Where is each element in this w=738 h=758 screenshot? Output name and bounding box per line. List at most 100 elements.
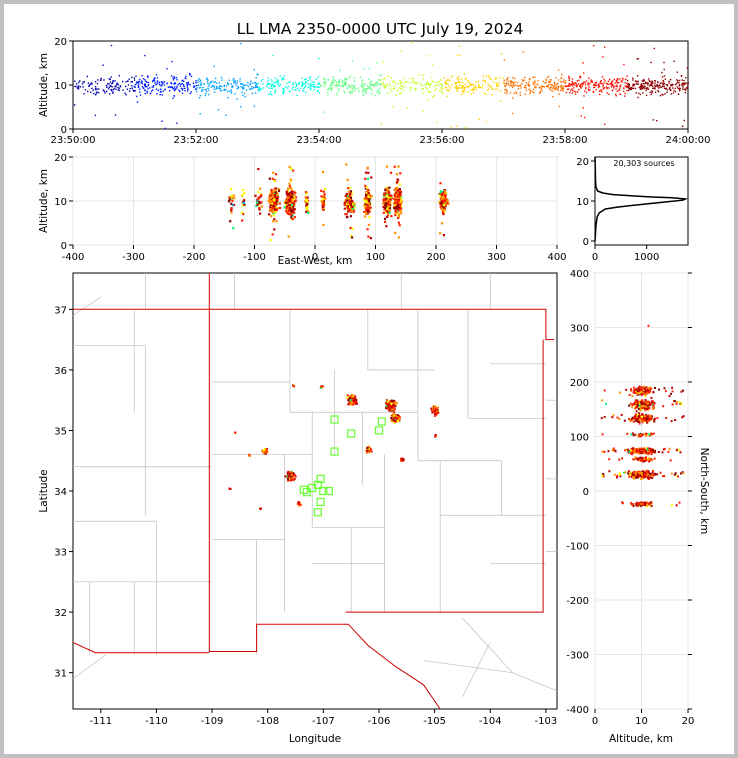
altitude-time-point	[615, 95, 617, 97]
altitude-time-point	[253, 105, 256, 107]
altitude-time-point	[587, 82, 589, 84]
plan-view-point	[396, 416, 399, 419]
altitude-time-point	[149, 87, 151, 89]
altitude-time-point	[558, 93, 560, 95]
altitude-eastwest-point	[393, 207, 396, 210]
plan-view-point	[264, 452, 267, 455]
altitude-eastwest-point	[343, 204, 346, 207]
altitude-time-point	[363, 84, 365, 86]
altitude-time-point	[599, 82, 602, 84]
altitude-time-point	[578, 88, 580, 91]
altitude-eastwest-point	[383, 217, 387, 220]
altitude-eastwest-point	[382, 198, 385, 201]
altitude-time-point	[172, 97, 174, 99]
altitude-time-point	[324, 82, 326, 84]
altitude-time-point	[131, 85, 133, 87]
altitude-time-point	[427, 83, 430, 85]
altitude-time-point	[502, 82, 505, 84]
altitude-eastwest-point	[349, 196, 352, 199]
altitude-eastwest-point	[276, 199, 279, 202]
altitude-time-point	[178, 89, 180, 91]
altitude-time-point	[351, 60, 354, 62]
altitude-eastwest-point	[291, 192, 294, 195]
altitude-time-point	[112, 81, 114, 83]
altitude-time-point	[375, 81, 377, 84]
altitude-time-ylabel: Altitude, km	[38, 53, 50, 117]
altitude-time-point	[537, 79, 539, 82]
plan-view-point	[396, 414, 399, 417]
altitude-time-point	[533, 76, 536, 78]
altitude-time-point	[610, 85, 613, 88]
northsouth-altitude-point	[632, 447, 635, 450]
altitude-time-point	[455, 84, 457, 86]
northsouth-altitude-point	[638, 402, 641, 405]
altitude-time-point	[152, 84, 155, 87]
altitude-eastwest-point	[231, 196, 234, 199]
altitude-eastwest-xtick-label: 300	[487, 252, 506, 263]
altitude-time-point	[258, 86, 261, 89]
altitude-time-point	[670, 93, 672, 95]
altitude-time-point	[155, 74, 158, 76]
northsouth-altitude-point	[657, 451, 660, 453]
northsouth-altitude-point	[656, 473, 659, 476]
altitude-time-point	[251, 92, 254, 95]
altitude-time-point	[389, 85, 391, 87]
northsouth-altitude-point	[652, 406, 655, 409]
altitude-time-point	[138, 86, 140, 88]
altitude-time-point	[227, 83, 229, 85]
altitude-time-point	[213, 85, 215, 87]
altitude-time-point	[605, 86, 608, 88]
plan-view-point	[352, 399, 355, 402]
altitude-time-point	[309, 85, 311, 87]
altitude-time-point	[550, 86, 552, 88]
altitude-time-point	[542, 86, 544, 88]
northsouth-altitude-point	[645, 459, 647, 462]
altitude-time-point	[94, 88, 97, 90]
altitude-time-point	[268, 83, 271, 85]
altitude-time-point	[601, 91, 603, 93]
altitude-time-point	[624, 85, 627, 88]
northsouth-altitude-point	[650, 453, 653, 456]
northsouth-altitude-point	[623, 471, 625, 474]
altitude-time-point	[572, 82, 575, 85]
altitude-eastwest-point	[439, 182, 442, 185]
plan-view-point	[290, 473, 293, 476]
altitude-time-point	[585, 91, 588, 94]
altitude-time-point	[82, 81, 84, 83]
altitude-time-point	[245, 89, 248, 91]
altitude-time-point	[463, 73, 465, 75]
altitude-time-xtick-label: 23:58:00	[543, 135, 588, 146]
altitude-eastwest-point	[230, 209, 233, 212]
altitude-eastwest-point	[230, 211, 233, 214]
altitude-time-point	[283, 75, 285, 77]
altitude-time-point	[630, 87, 633, 89]
altitude-time-point	[348, 85, 350, 87]
altitude-time-point	[268, 93, 270, 96]
altitude-time-point	[619, 93, 621, 95]
northsouth-altitude-point	[675, 449, 678, 452]
altitude-eastwest-point	[285, 204, 288, 207]
altitude-time-point	[562, 87, 565, 90]
northsouth-altitude-point	[641, 394, 644, 397]
altitude-time-point	[170, 75, 173, 77]
altitude-time-point	[626, 86, 629, 89]
altitude-time-point	[399, 83, 401, 85]
altitude-time-point	[97, 79, 99, 81]
altitude-time-point	[554, 84, 556, 86]
northsouth-altitude-point	[620, 413, 623, 416]
altitude-time-point	[666, 91, 668, 94]
altitude-eastwest-point	[444, 197, 447, 200]
altitude-time-point	[195, 88, 197, 90]
altitude-eastwest-point	[270, 215, 273, 218]
altitude-eastwest-point	[396, 189, 399, 192]
altitude-time-point	[116, 82, 118, 84]
altitude-time-point	[151, 80, 154, 83]
altitude-time-point	[664, 93, 666, 95]
altitude-time-point	[342, 85, 344, 87]
altitude-time-point	[150, 90, 153, 92]
altitude-time-point	[676, 79, 678, 81]
altitude-time-point	[559, 85, 561, 88]
altitude-eastwest-point	[273, 202, 276, 205]
altitude-time-point	[394, 87, 396, 90]
altitude-eastwest-point	[243, 192, 246, 195]
